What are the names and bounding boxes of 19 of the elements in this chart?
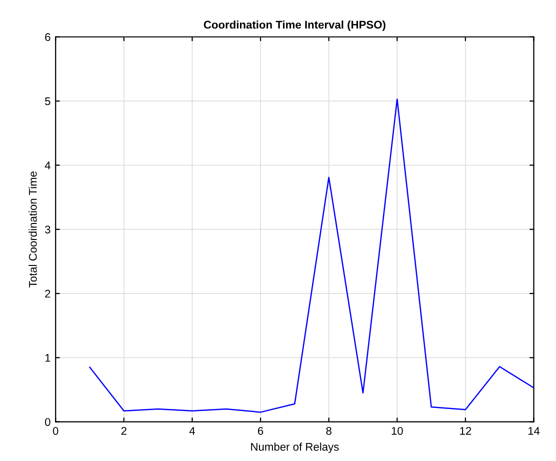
x-tick-label: 4 <box>189 427 195 435</box>
x-tick-label: 0 <box>52 426 58 435</box>
y-tick-label: 4 <box>44 162 50 170</box>
x-tick-label: 14 <box>528 427 540 435</box>
y-tick-label: 6 <box>45 33 50 42</box>
line-series <box>89 98 534 413</box>
y-tick-label: 3 <box>44 226 50 234</box>
y-tick-label: 1 <box>45 354 50 362</box>
y-tick-label: 0 <box>44 418 50 426</box>
x-tick-label: 2 <box>121 426 126 435</box>
x-tick-label: 8 <box>326 426 332 435</box>
y-tick-label: 5 <box>45 97 50 106</box>
x-axis-title: Number of Relays <box>251 442 339 453</box>
y-axis-title: Total Coordination Time <box>28 171 37 288</box>
x-tick-label: 12 <box>460 426 472 435</box>
chart-title: Coordination Time Interval (HPSO) <box>204 20 386 31</box>
y-tick-label: 2 <box>45 290 50 298</box>
x-tick-label: 10 <box>392 426 403 435</box>
x-tick-label: 6 <box>258 426 264 435</box>
